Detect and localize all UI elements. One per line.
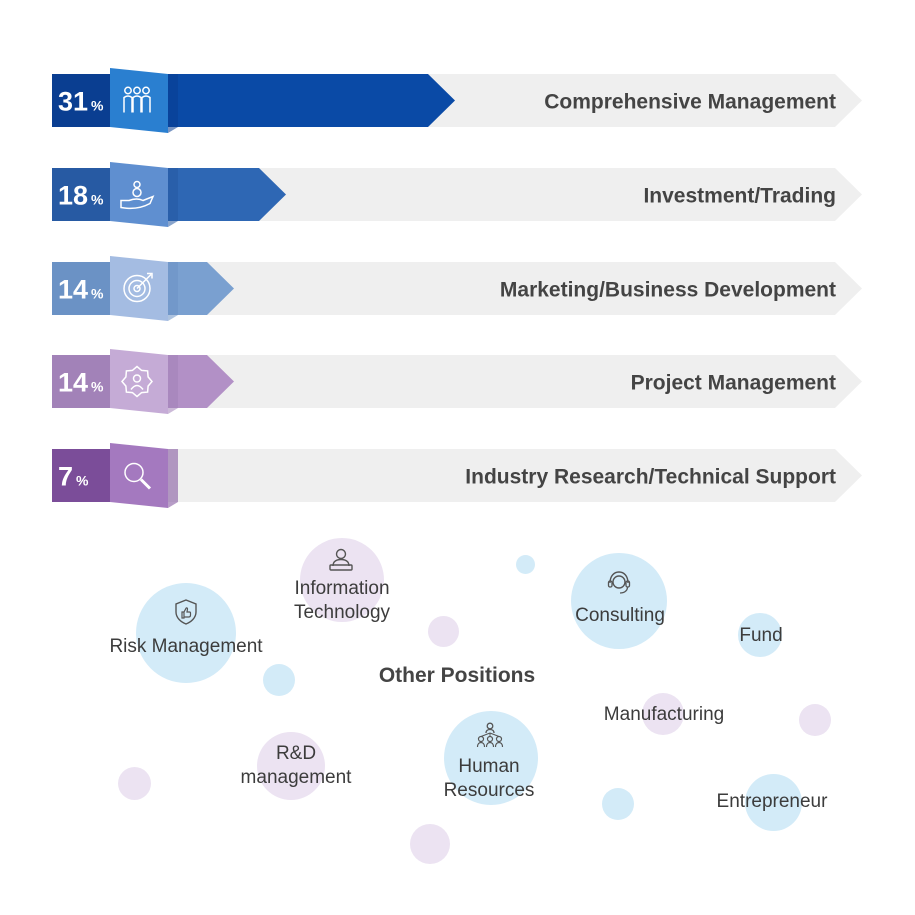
position-label-human-resources: Human Resources [443, 756, 535, 801]
bar-row: 14% Marketing/Business Development [52, 256, 862, 321]
position-label-information-technology: Information Technology [293, 578, 391, 623]
percent-block [52, 74, 110, 127]
headset-icon [607, 571, 631, 594]
value-label: 7% [58, 462, 89, 492]
position-label-rd-management: R&D management [240, 743, 352, 788]
bar-row: 7% Industry Research/Technical Support [52, 443, 862, 508]
bubble-information-technology [300, 538, 384, 622]
icon-block [110, 162, 168, 227]
position-label-manufacturing: Manufacturing [603, 704, 725, 725]
bar-track [52, 449, 862, 502]
category-label: Industry Research/Technical Support [465, 466, 836, 489]
decor-bubble [602, 788, 634, 820]
icon-block [110, 68, 168, 133]
icon-fold [168, 168, 178, 227]
value-label: 31% [58, 87, 104, 117]
percent-block [52, 355, 110, 408]
icon-fold [168, 355, 178, 414]
bubble-human-resources [444, 711, 538, 805]
decor-bubble [516, 555, 535, 574]
position-label-entrepreneur: Entrepreneur [716, 791, 828, 812]
bar-row: 18% Investment/Trading [52, 162, 862, 227]
category-label: Project Management [631, 372, 836, 395]
decor-bubble [428, 616, 459, 647]
bubble-entrepreneur [745, 774, 802, 831]
position-label-fund: Fund [739, 625, 783, 646]
bar-row: 14% Project Management [52, 349, 862, 414]
category-label: Marketing/Business Development [500, 279, 836, 302]
bubble-consulting [571, 553, 667, 649]
position-label-risk-management: Risk Management [109, 636, 263, 657]
people-network-icon [476, 722, 504, 748]
position-label-consulting: Consulting [575, 605, 665, 626]
magnifier-icon [124, 462, 152, 490]
gear-person-icon [121, 365, 153, 398]
target-icon [123, 272, 153, 303]
decor-bubble [799, 704, 831, 736]
percent-block [52, 449, 110, 502]
icon-fold [168, 74, 178, 133]
bar-chart: 31% Comprehensive Management 18% Investment… [52, 68, 862, 508]
percent-block [52, 262, 110, 315]
icon-block [110, 256, 168, 321]
shield-thumb-icon [175, 599, 197, 625]
bar-track [52, 262, 862, 315]
decor-bubble [263, 664, 295, 696]
bar-row: 31% Comprehensive Management [52, 68, 862, 133]
category-label: Investment/Trading [643, 185, 836, 208]
category-label: Comprehensive Management [544, 91, 836, 114]
icon-fold [168, 262, 178, 321]
hand-money-icon [120, 180, 155, 210]
bar-track [52, 355, 862, 408]
other-positions-title: Other Positions [378, 664, 536, 687]
bubble-manufacturing [642, 693, 684, 735]
decor-bubble [410, 824, 450, 864]
percent-block [52, 168, 110, 221]
value-label: 18% [58, 181, 104, 211]
person-laptop-icon [329, 548, 353, 571]
bubble-fund [738, 613, 782, 657]
icon-block [110, 443, 168, 508]
decor-bubble [118, 767, 151, 800]
value-label: 14% [58, 368, 104, 398]
value-label: 14% [58, 275, 104, 305]
team-icon [123, 86, 151, 113]
bubble-rd-management [257, 732, 325, 800]
icon-fold [168, 449, 178, 508]
